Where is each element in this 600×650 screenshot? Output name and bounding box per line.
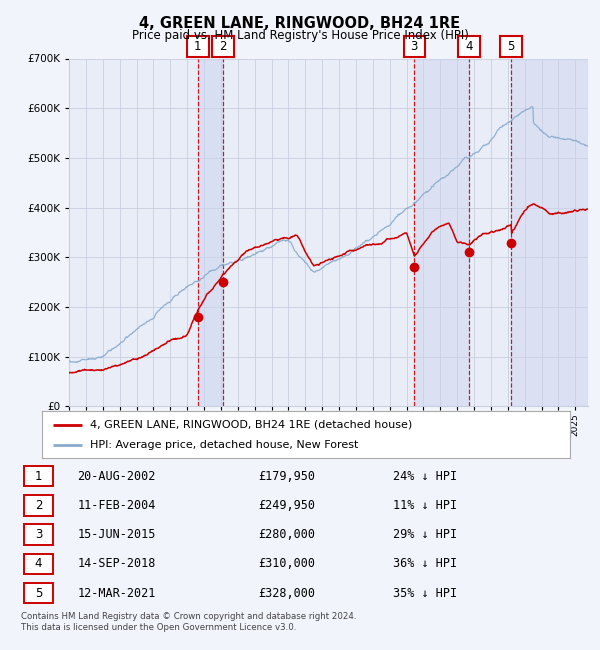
Text: 20-AUG-2002: 20-AUG-2002 [77,469,156,482]
FancyBboxPatch shape [24,554,53,574]
Text: 4: 4 [35,558,42,571]
Text: 11-FEB-2004: 11-FEB-2004 [77,499,156,512]
Text: 2: 2 [35,499,42,512]
Text: £328,000: £328,000 [258,586,315,599]
Text: 1: 1 [35,469,42,482]
Text: £249,950: £249,950 [258,499,315,512]
Text: 35% ↓ HPI: 35% ↓ HPI [393,586,457,599]
Text: 11% ↓ HPI: 11% ↓ HPI [393,499,457,512]
Text: 2: 2 [219,40,227,53]
Text: 36% ↓ HPI: 36% ↓ HPI [393,558,457,571]
Text: 14-SEP-2018: 14-SEP-2018 [77,558,156,571]
Bar [511,58,588,406]
Text: 4: 4 [466,40,473,53]
Text: 29% ↓ HPI: 29% ↓ HPI [393,528,457,541]
Text: 24% ↓ HPI: 24% ↓ HPI [393,469,457,482]
Text: £280,000: £280,000 [258,528,315,541]
FancyBboxPatch shape [24,495,53,515]
Bar [198,58,223,406]
Text: Price paid vs. HM Land Registry's House Price Index (HPI): Price paid vs. HM Land Registry's House … [131,29,469,42]
Bar [415,58,469,406]
FancyBboxPatch shape [24,525,53,545]
Text: 5: 5 [35,586,42,599]
Text: 4, GREEN LANE, RINGWOOD, BH24 1RE: 4, GREEN LANE, RINGWOOD, BH24 1RE [139,16,461,31]
FancyBboxPatch shape [24,583,53,603]
Text: 15-JUN-2015: 15-JUN-2015 [77,528,156,541]
Text: Contains HM Land Registry data © Crown copyright and database right 2024.
This d: Contains HM Land Registry data © Crown c… [21,612,356,632]
Text: 3: 3 [35,528,42,541]
Text: 1: 1 [194,40,202,53]
Text: 4, GREEN LANE, RINGWOOD, BH24 1RE (detached house): 4, GREEN LANE, RINGWOOD, BH24 1RE (detac… [89,419,412,430]
Text: 12-MAR-2021: 12-MAR-2021 [77,586,156,599]
Text: £310,000: £310,000 [258,558,315,571]
Text: 3: 3 [410,40,418,53]
FancyBboxPatch shape [24,466,53,486]
Text: £179,950: £179,950 [258,469,315,482]
Text: 5: 5 [508,40,515,53]
Text: HPI: Average price, detached house, New Forest: HPI: Average price, detached house, New … [89,440,358,450]
